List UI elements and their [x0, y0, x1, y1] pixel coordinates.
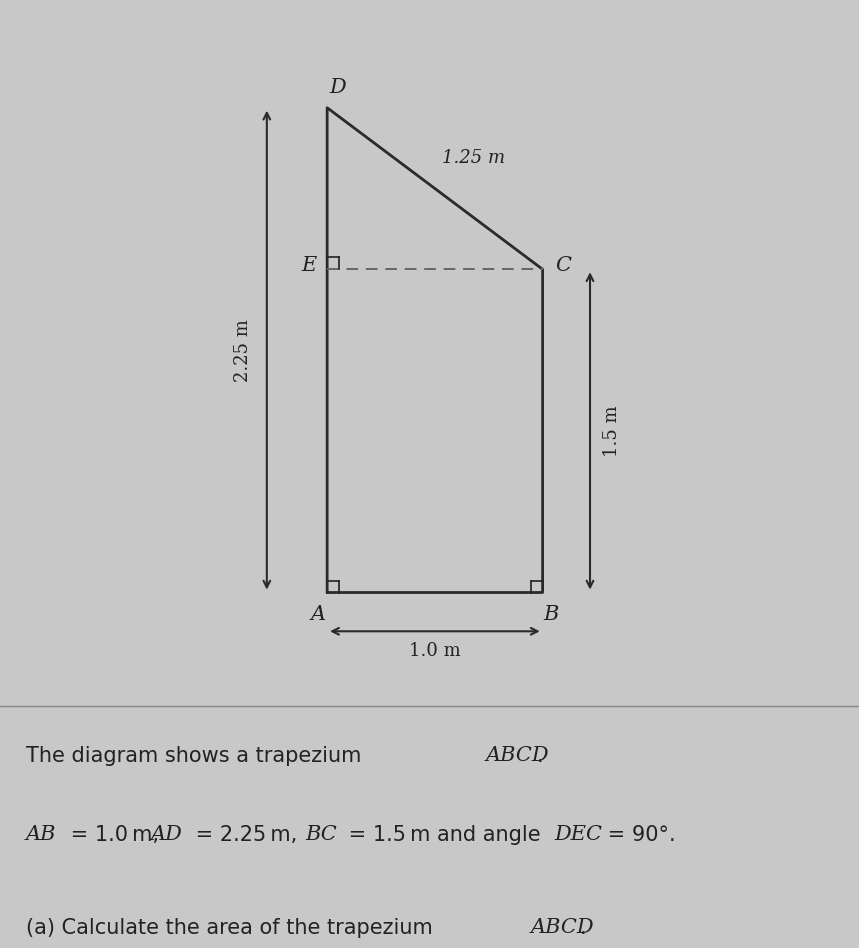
Text: 1.0 m: 1.0 m [409, 642, 460, 660]
Text: DEC: DEC [554, 825, 602, 844]
Text: = 1.0 m,: = 1.0 m, [64, 825, 163, 845]
Text: ABCD: ABCD [485, 746, 549, 765]
Text: C: C [556, 256, 571, 275]
Text: 1.25 m: 1.25 m [442, 149, 505, 167]
Text: The diagram shows a trapezium: The diagram shows a trapezium [26, 746, 368, 766]
Text: = 2.25 m,: = 2.25 m, [189, 825, 302, 845]
Text: 1.5 m: 1.5 m [603, 405, 621, 457]
Text: AB: AB [26, 825, 57, 844]
Text: = 90°.: = 90°. [601, 825, 676, 845]
Text: BC: BC [305, 825, 337, 844]
Text: .: . [580, 919, 587, 939]
Text: D: D [330, 78, 346, 97]
Text: ABCD: ABCD [531, 919, 594, 938]
Text: = 1.5 m and angle: = 1.5 m and angle [342, 825, 545, 845]
Text: B: B [544, 606, 559, 625]
Text: 2.25 m: 2.25 m [234, 319, 252, 381]
Text: (a) Calculate the area of the trapezium: (a) Calculate the area of the trapezium [26, 919, 436, 939]
Text: AD: AD [150, 825, 182, 844]
Text: E: E [302, 256, 316, 275]
Text: A: A [311, 606, 326, 625]
Text: .: . [537, 746, 544, 766]
